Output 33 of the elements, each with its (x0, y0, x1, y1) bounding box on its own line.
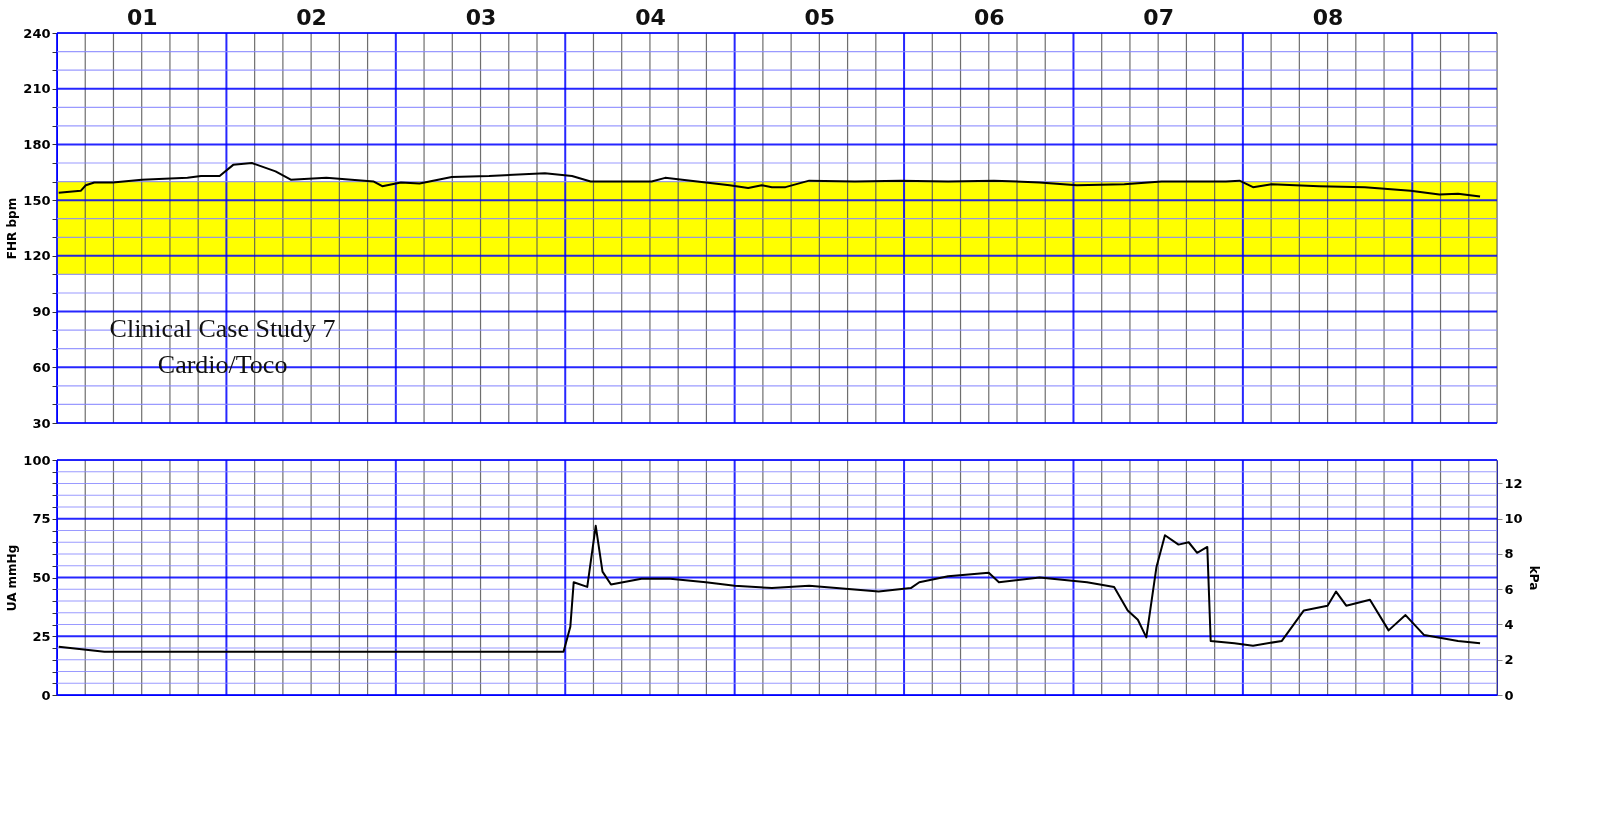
y2-tick-label: 12 (1504, 475, 1523, 491)
y2-axis-title: kPa (1526, 565, 1541, 591)
y2-tick-label: 0 (1504, 687, 1514, 703)
y2-tick-label: 10 (1504, 511, 1523, 527)
x-tick-label: 02 (296, 4, 327, 30)
y2-tick-label: 4 (1504, 616, 1514, 632)
y-tick-label: 100 (23, 452, 51, 468)
line-series (57, 524, 1482, 653)
x-tick-label: 05 (804, 4, 836, 30)
x-tick-label: 08 (1312, 4, 1344, 30)
y-tick-label: 30 (32, 415, 51, 431)
y-tick-label: 180 (23, 136, 51, 152)
y2-tick-label: 2 (1504, 652, 1514, 668)
x-tick-label: 06 (973, 4, 1005, 30)
y-axis-title: UA mmHg (5, 544, 20, 612)
y-tick-label: 75 (32, 511, 51, 527)
y2-tick-label: 6 (1504, 581, 1514, 597)
x-tick-label: 07 (1143, 4, 1174, 30)
x-tick-label: 04 (635, 4, 666, 30)
y-tick-label: 60 (32, 359, 51, 375)
y-tick-label: 120 (23, 248, 51, 264)
y-tick-label: 210 (23, 81, 51, 97)
x-tick-label: 03 (465, 4, 497, 30)
y-tick-label: 90 (32, 304, 51, 320)
y-tick-label: 0 (41, 687, 51, 703)
y-tick-label: 150 (23, 192, 51, 208)
y-axis-title: FHR bpm (5, 197, 20, 260)
y-tick-label: 50 (32, 570, 51, 585)
line-series (57, 162, 1482, 198)
x-tick-label: 01 (126, 4, 158, 30)
y-tick-label: 240 (23, 25, 51, 41)
y2-tick-label: 8 (1504, 546, 1514, 562)
y-tick-label: 25 (32, 628, 51, 644)
